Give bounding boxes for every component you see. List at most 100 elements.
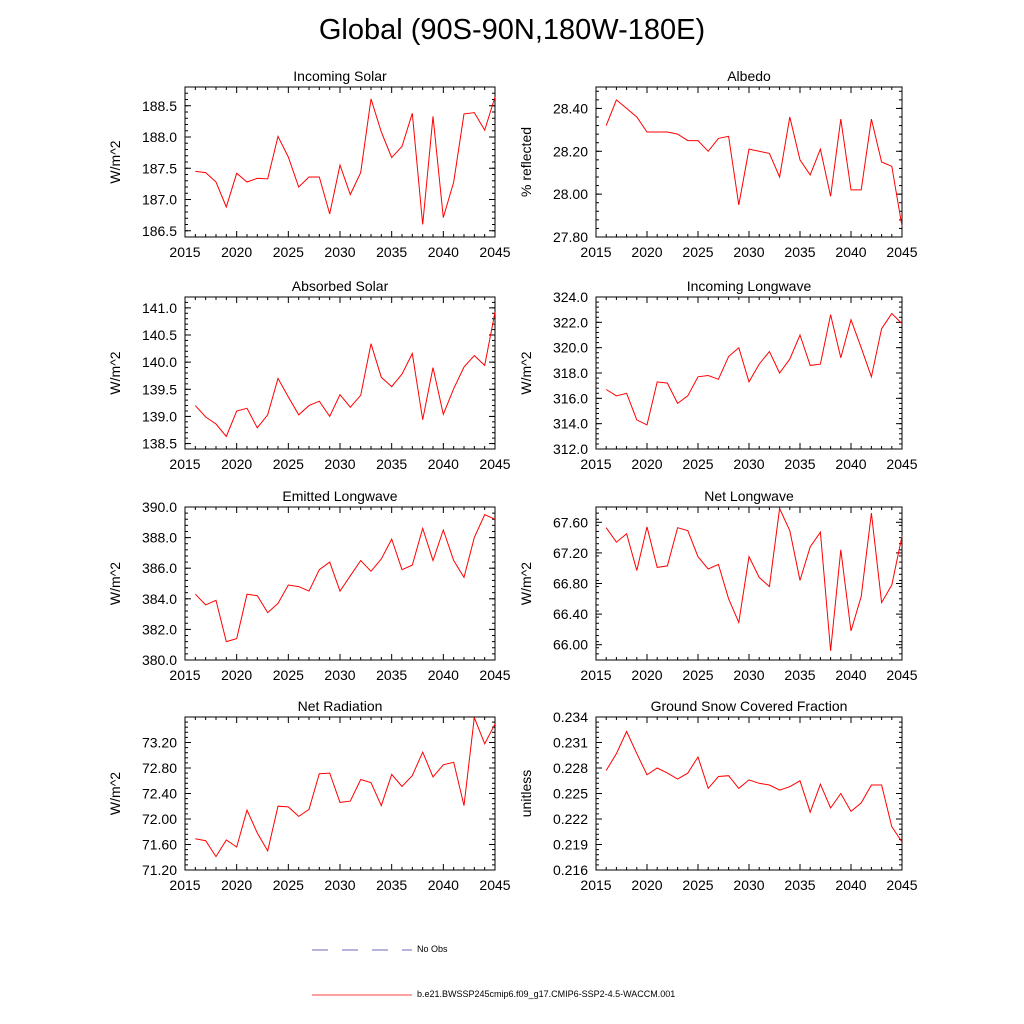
y-tick-label: 187.0 [142, 192, 177, 208]
x-tick-label: 2015 [580, 877, 611, 893]
y-tick-label: 141.0 [142, 300, 177, 316]
y-tick-label: 384.0 [142, 591, 177, 607]
y-axis-label: W/m^2 [518, 351, 534, 394]
y-tick-label: 72.40 [142, 786, 177, 802]
chart-net-longwave: Net Longwave W/m^2 2015 2020 2025 2030 2035 204… [518, 488, 918, 683]
y-tick-label: 66.80 [553, 576, 588, 592]
y-axis-label: W/m^2 [107, 772, 123, 815]
x-tick-label: 2030 [324, 667, 355, 683]
y-tick-label: 390.0 [142, 499, 177, 515]
x-tick-label: 2035 [376, 244, 407, 260]
y-tick-label: 386.0 [142, 560, 177, 576]
plot-frame [595, 86, 903, 238]
x-tick-label: 2035 [376, 877, 407, 893]
y-tick-label: 27.80 [553, 229, 588, 245]
panel-title: Emitted Longwave [282, 488, 397, 504]
x-tick-label: 2030 [733, 244, 764, 260]
plot-frame [184, 296, 496, 450]
y-axis-label: W/m^2 [518, 562, 534, 605]
panel-title: Albedo [727, 68, 771, 84]
y-tick-label: 71.60 [142, 837, 177, 853]
x-tick-label: 2045 [886, 667, 917, 683]
y-axis-label: unitless [518, 770, 534, 817]
chart-albedo: Albedo % reflected 2015 2020 2025 2030 2035 204… [518, 68, 918, 260]
y-tick-label: 186.5 [142, 223, 177, 239]
y-tick-label: 380.0 [142, 652, 177, 668]
x-tick-label: 2025 [273, 244, 304, 260]
x-tick-label: 2020 [631, 877, 662, 893]
x-tick-label: 2015 [580, 244, 611, 260]
panel-title: Net Longwave [704, 488, 794, 504]
y-tick-label: 66.00 [553, 637, 588, 653]
x-tick-label: 2030 [324, 456, 355, 472]
x-tick-label: 2020 [631, 667, 662, 683]
legend-obs-line [312, 949, 412, 951]
x-tick-label: 2020 [221, 667, 252, 683]
x-tick-label: 2015 [169, 244, 200, 260]
x-tick-label: 2040 [835, 667, 866, 683]
x-tick-label: 2030 [324, 877, 355, 893]
x-tick-label: 2045 [479, 877, 510, 893]
x-tick-label: 2015 [580, 456, 611, 472]
y-tick-label: 0.222 [553, 811, 588, 827]
x-tick-label: 2040 [835, 456, 866, 472]
plot-frame [184, 86, 496, 238]
x-tick-label: 2030 [324, 244, 355, 260]
x-tick-label: 2045 [886, 877, 917, 893]
y-tick-label: 140.5 [142, 327, 177, 343]
x-tick-label: 2035 [376, 667, 407, 683]
panel-title: Net Radiation [298, 698, 383, 714]
x-tick-label: 2040 [835, 877, 866, 893]
y-tick-label: 322.0 [553, 314, 588, 330]
legend-obs-label: No Obs [417, 944, 448, 954]
y-tick-label: 0.219 [553, 837, 588, 853]
x-tick-label: 2040 [428, 667, 459, 683]
panel-title: Ground Snow Covered Fraction [651, 698, 848, 714]
y-tick-label: 316.0 [553, 390, 588, 406]
y-tick-label: 320.0 [553, 340, 588, 356]
x-tick-label: 2035 [376, 456, 407, 472]
x-tick-label: 2025 [273, 667, 304, 683]
y-tick-label: 72.80 [142, 760, 177, 776]
series-line [194, 312, 496, 438]
x-tick-label: 2020 [221, 877, 252, 893]
x-tick-label: 2040 [428, 244, 459, 260]
x-tick-label: 2045 [479, 667, 510, 683]
series-line [195, 96, 496, 225]
plot-frame [184, 716, 496, 871]
y-axis-label: W/m^2 [107, 562, 123, 605]
x-tick-label: 2025 [682, 877, 713, 893]
chart-ground-snow: Ground Snow Covered Fraction unitless 2015… [518, 698, 918, 893]
x-tick-label: 2040 [428, 877, 459, 893]
chart-net-radiation: Net Radiation W/m^2 2015 2020 2025 2030 2035 20… [107, 698, 511, 893]
series-line [605, 99, 903, 227]
plot-frame [595, 296, 903, 450]
y-tick-label: 0.216 [553, 862, 588, 878]
series-line [195, 717, 496, 858]
x-tick-label: 2025 [682, 244, 713, 260]
x-tick-label: 2035 [784, 667, 815, 683]
y-tick-label: 0.225 [553, 786, 588, 802]
y-tick-label: 324.0 [553, 289, 588, 305]
panel-title: Incoming Longwave [687, 278, 812, 294]
page-title: Global (90S-90N,180W-180E) [318, 14, 706, 46]
x-tick-label: 2030 [733, 877, 764, 893]
y-tick-label: 28.20 [553, 143, 588, 159]
panel-title: Absorbed Solar [292, 278, 389, 294]
y-tick-label: 140.0 [142, 354, 177, 370]
chart-incoming-longwave: Incoming Longwave W/m^2 2015 2020 2025 2030 20… [518, 278, 918, 472]
x-tick-label: 2045 [479, 244, 510, 260]
legend-model-line [312, 994, 412, 996]
x-tick-label: 2015 [169, 667, 200, 683]
x-tick-label: 2015 [169, 456, 200, 472]
y-tick-label: 187.5 [142, 160, 177, 176]
x-tick-label: 2015 [169, 877, 200, 893]
x-tick-label: 2035 [784, 877, 815, 893]
x-tick-label: 2045 [886, 456, 917, 472]
y-tick-label: 73.20 [142, 735, 177, 751]
x-tick-label: 2035 [784, 244, 815, 260]
y-tick-label: 0.234 [553, 709, 588, 725]
y-tick-label: 0.231 [553, 735, 588, 751]
panel-title: Incoming Solar [293, 68, 387, 84]
y-tick-label: 72.00 [142, 811, 177, 827]
